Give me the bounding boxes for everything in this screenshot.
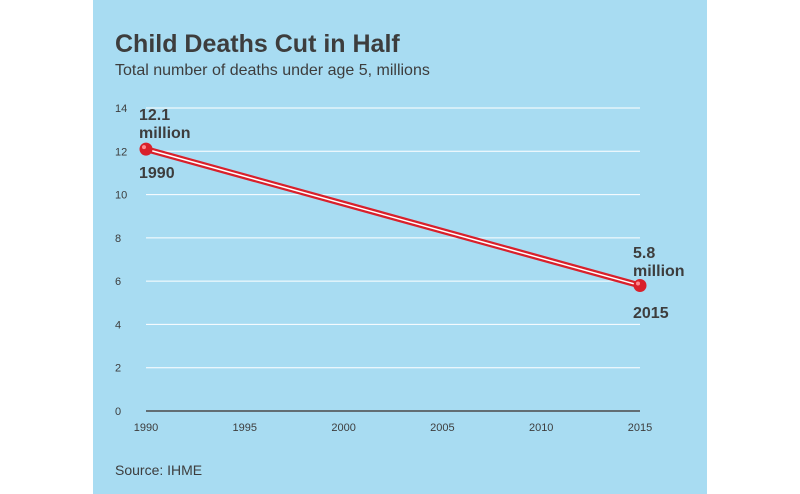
annotations: 12.1 million 1990 5.8 million 2015 xyxy=(139,107,685,322)
annotation-end-value: 5.8 xyxy=(633,245,655,262)
chart-title: Child Deaths Cut in Half xyxy=(115,30,400,58)
x-axis-ticks: 1990 1995 2000 2005 2010 2015 xyxy=(134,422,652,434)
chart-subtitle: Total number of deaths under age 5, mill… xyxy=(115,62,430,79)
y-tick-label: 6 xyxy=(115,276,121,288)
series-line-highlight xyxy=(145,148,641,287)
x-tick-label: 1995 xyxy=(233,422,257,434)
y-tick-label: 10 xyxy=(115,190,127,202)
annotation-end-unit: million xyxy=(633,263,685,280)
data-point xyxy=(633,278,647,292)
series-line-group xyxy=(143,146,643,289)
line-chart: 0 2 4 6 8 10 12 14 1990 1995 2000 2005 2010 2015 12.… xyxy=(115,103,685,434)
data-point-shine xyxy=(636,281,640,286)
y-tick-label: 14 xyxy=(115,103,127,115)
x-tick-label: 2005 xyxy=(430,422,454,434)
data-point-shine xyxy=(142,145,146,150)
y-tick-label: 8 xyxy=(115,233,121,245)
annotation-start-year: 1990 xyxy=(139,165,175,182)
y-tick-label: 12 xyxy=(115,146,127,158)
y-tick-label: 0 xyxy=(115,406,121,418)
x-tick-label: 2010 xyxy=(529,422,553,434)
source-note: Source: IHME xyxy=(115,462,203,478)
x-tick-label: 1990 xyxy=(134,422,158,434)
y-tick-label: 2 xyxy=(115,363,121,375)
gridlines xyxy=(146,107,640,412)
annotation-start-unit: million xyxy=(139,125,191,142)
annotation-start-value: 12.1 xyxy=(139,107,170,124)
y-axis-ticks: 0 2 4 6 8 10 12 14 xyxy=(115,103,127,418)
x-tick-label: 2015 xyxy=(628,422,652,434)
annotation-end-year: 2015 xyxy=(633,305,669,322)
chart-panel: Child Deaths Cut in Half Total number of… xyxy=(93,0,707,494)
y-tick-label: 4 xyxy=(115,319,121,331)
data-point xyxy=(139,142,153,156)
data-points xyxy=(139,142,647,292)
x-tick-label: 2000 xyxy=(331,422,355,434)
